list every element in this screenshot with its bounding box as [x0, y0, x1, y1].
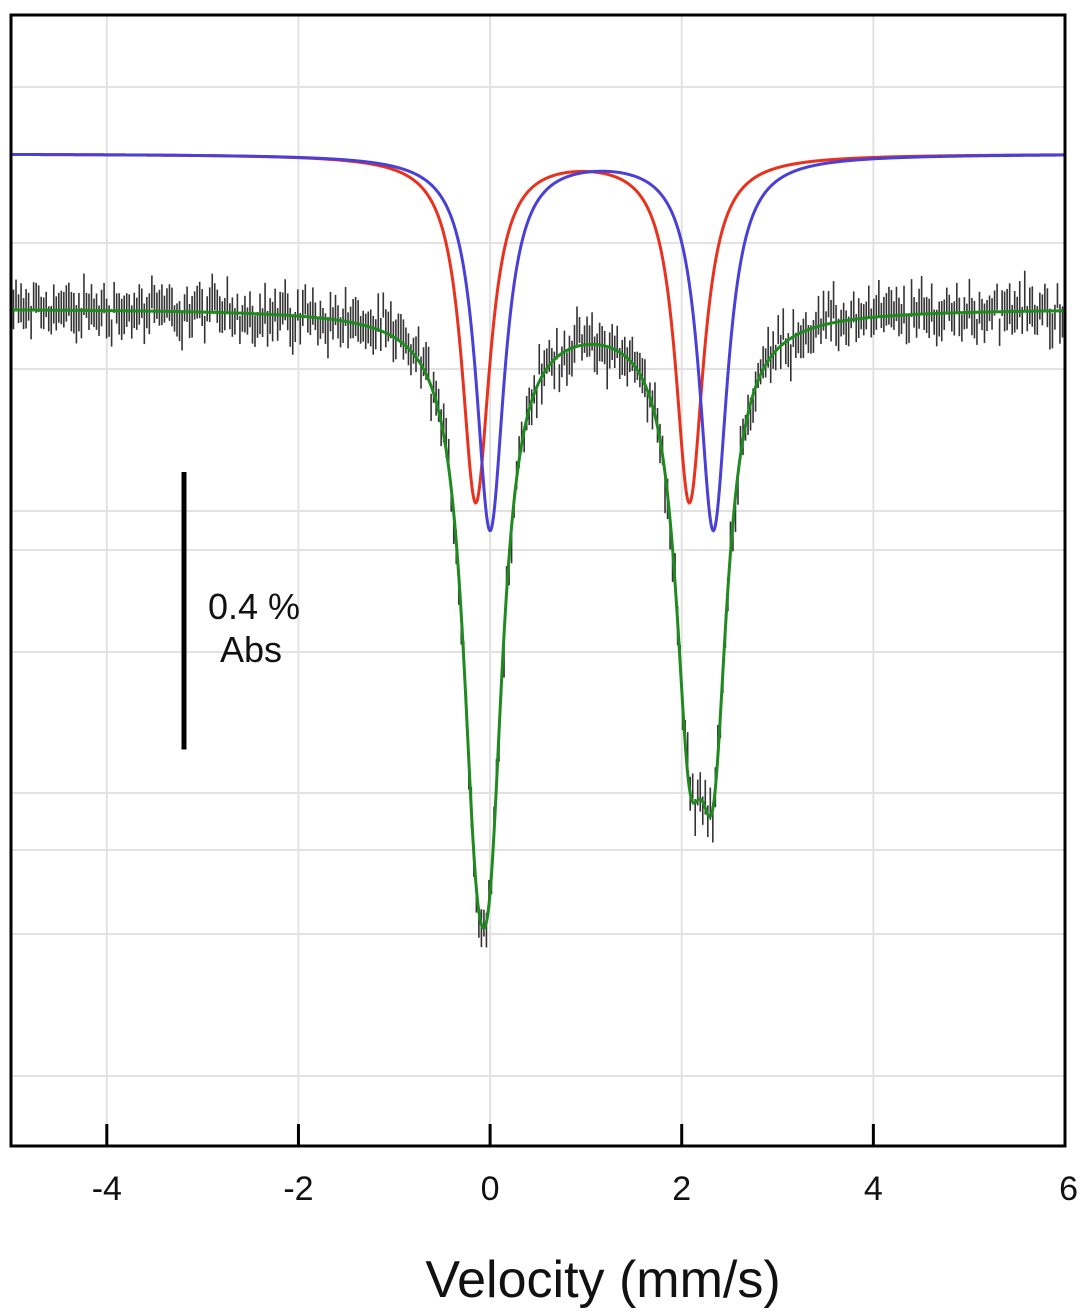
scale-bar-label-line1: 0.4 %: [208, 586, 300, 627]
x-tick-label: -2: [283, 1170, 313, 1208]
scale-bar-label-line2: Abs: [220, 629, 282, 670]
ticks-layer: -4 -2 0 2 4 6: [92, 1124, 1078, 1208]
x-tick-label: 4: [864, 1170, 883, 1208]
data-layer: [10, 270, 1066, 948]
plot-frame: [9, 13, 1067, 1148]
grid-layer: [11, 15, 1065, 1146]
series-line-2: [11, 308, 1066, 930]
scale-bar: 0.4 % Abs: [181, 472, 300, 750]
curves-layer: [10, 152, 1066, 930]
x-tick-label: 2: [672, 1170, 691, 1208]
x-axis-title: Velocity (mm/s): [425, 1251, 780, 1309]
x-tick-label: 0: [481, 1170, 500, 1208]
x-tick-label: 6: [1059, 1170, 1078, 1208]
series-line-1: [10, 152, 1065, 533]
x-tick-label: -4: [92, 1170, 122, 1208]
